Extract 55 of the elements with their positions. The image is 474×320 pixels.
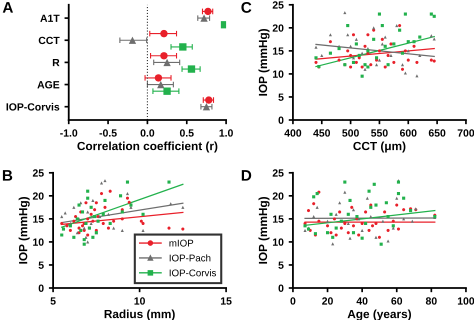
x-tick-label: 400 xyxy=(284,129,302,137)
x-tick-label: 600 xyxy=(400,129,417,137)
legend-label: mIOP xyxy=(169,240,194,247)
y-tick-label: 20 xyxy=(272,192,284,200)
y-tick-label: 10 xyxy=(272,70,284,78)
x-axis-title: CCT (μm) xyxy=(353,142,406,153)
x-tick-label: 0.5 xyxy=(180,129,194,137)
y-axis-title: IOP (mmHg) xyxy=(258,196,270,264)
x-tick-label: 40 xyxy=(356,297,368,305)
x-tick-label: 15 xyxy=(220,297,232,305)
chart-title: C xyxy=(241,2,252,13)
y-tick-label: 15 xyxy=(33,215,44,223)
x-tick-label: 10 xyxy=(134,297,145,305)
y-tick-label: 5 xyxy=(38,262,44,269)
legend-label: IOP-Pach xyxy=(170,254,210,262)
x-tick-label: 20 xyxy=(322,297,333,305)
y-tick-label: 20 xyxy=(32,192,44,200)
y-tick-label: AGE xyxy=(37,81,60,88)
y-tick-label: 10 xyxy=(272,238,284,246)
y-tick-label: A1T xyxy=(40,14,60,22)
x-tick-label: 100 xyxy=(458,297,474,305)
y-tick-label: 10 xyxy=(33,238,44,246)
x-tick-label: 650 xyxy=(428,129,446,137)
y-tick-label: 0 xyxy=(278,116,284,124)
y-tick-label: R xyxy=(52,59,60,66)
y-tick-label: 25 xyxy=(272,1,284,9)
x-tick-label: 700 xyxy=(458,129,474,137)
x-tick-label: 1.0 xyxy=(220,129,233,137)
y-axis-title: IOP (mmHg) xyxy=(258,28,270,96)
chart-title: D xyxy=(242,170,252,181)
y-tick-label: CCT xyxy=(38,36,60,44)
y-tick-label: 0 xyxy=(38,284,44,292)
legend-label: IOP-Corvis xyxy=(170,269,216,276)
y-tick-label: 20 xyxy=(272,24,284,32)
x-tick-label: 500 xyxy=(342,129,359,137)
y-tick-label: 5 xyxy=(278,262,284,269)
chart-title: A xyxy=(2,2,13,13)
y-tick-label: 15 xyxy=(272,215,284,223)
x-tick-label: 80 xyxy=(426,297,437,305)
chart-title: B xyxy=(2,170,12,181)
x-tick-label: 0.0 xyxy=(140,129,154,137)
x-tick-label: -1.0 xyxy=(60,129,78,137)
x-tick-label: 450 xyxy=(313,129,330,137)
y-tick-label: 25 xyxy=(272,169,284,177)
x-tick-label: -0.5 xyxy=(100,129,117,137)
y-axis-title: IOP (mmHg) xyxy=(18,196,30,264)
y-tick-label: 5 xyxy=(278,94,284,101)
y-tick-label: 0 xyxy=(278,284,284,292)
y-tick-label: 15 xyxy=(272,47,284,55)
x-tick-label: 0 xyxy=(290,297,296,305)
y-tick-label: IOP-Corvis xyxy=(6,102,60,111)
y-tick-label: 25 xyxy=(32,169,44,177)
x-tick-label: 550 xyxy=(371,129,388,137)
x-tick-label: 60 xyxy=(391,297,402,305)
x-axis-title: Correlation coefficient (r) xyxy=(77,142,218,153)
